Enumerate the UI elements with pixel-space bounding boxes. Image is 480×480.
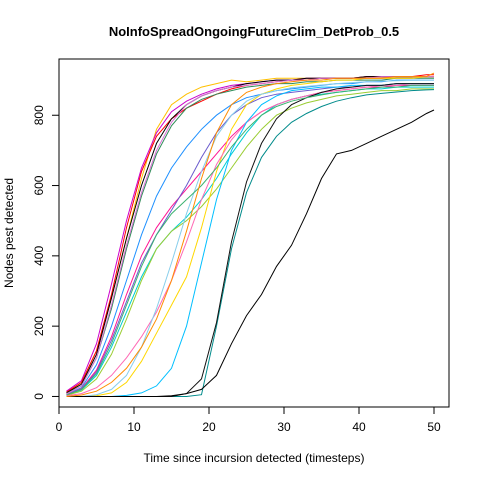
x-tick-label: 30	[277, 420, 291, 434]
y-tick-label: 400	[32, 246, 46, 266]
x-tick-label: 40	[352, 420, 366, 434]
series-line-2	[66, 76, 434, 392]
series-line-5	[66, 77, 434, 395]
x-tick-label: 10	[127, 420, 141, 434]
series-line-17	[66, 109, 435, 397]
y-axis-label: Nodes pest detected	[2, 178, 16, 288]
plot-frame	[58, 58, 450, 408]
series-line-18	[66, 84, 434, 396]
y-axis: 0 200 400 600 800	[32, 105, 60, 400]
series-line-6	[66, 79, 434, 395]
series-line-9	[66, 86, 434, 396]
chart-title: NoInfoSpreadOngoingFutureClim_DetProb_0.…	[109, 24, 399, 39]
series-line-13	[66, 79, 434, 397]
series-line-3	[66, 74, 434, 393]
y-tick-label: 0	[32, 393, 46, 400]
series-line-19	[66, 76, 434, 395]
series-line-10	[66, 88, 434, 396]
y-tick-label: 600	[32, 175, 46, 195]
x-axis: 0 10 20 30 40 50	[56, 406, 441, 434]
series-line-4	[66, 76, 434, 394]
x-tick-label: 0	[56, 420, 63, 434]
y-tick-label: 200	[32, 316, 46, 336]
series-line-20	[66, 72, 435, 397]
series-line-11	[66, 76, 434, 397]
x-tick-label: 50	[427, 420, 441, 434]
x-tick-label: 20	[202, 420, 216, 434]
y-tick-label: 800	[32, 105, 46, 125]
series-layer	[66, 72, 435, 397]
series-line-1	[66, 76, 434, 394]
x-axis-label: Time since incursion detected (timesteps…	[144, 451, 365, 465]
